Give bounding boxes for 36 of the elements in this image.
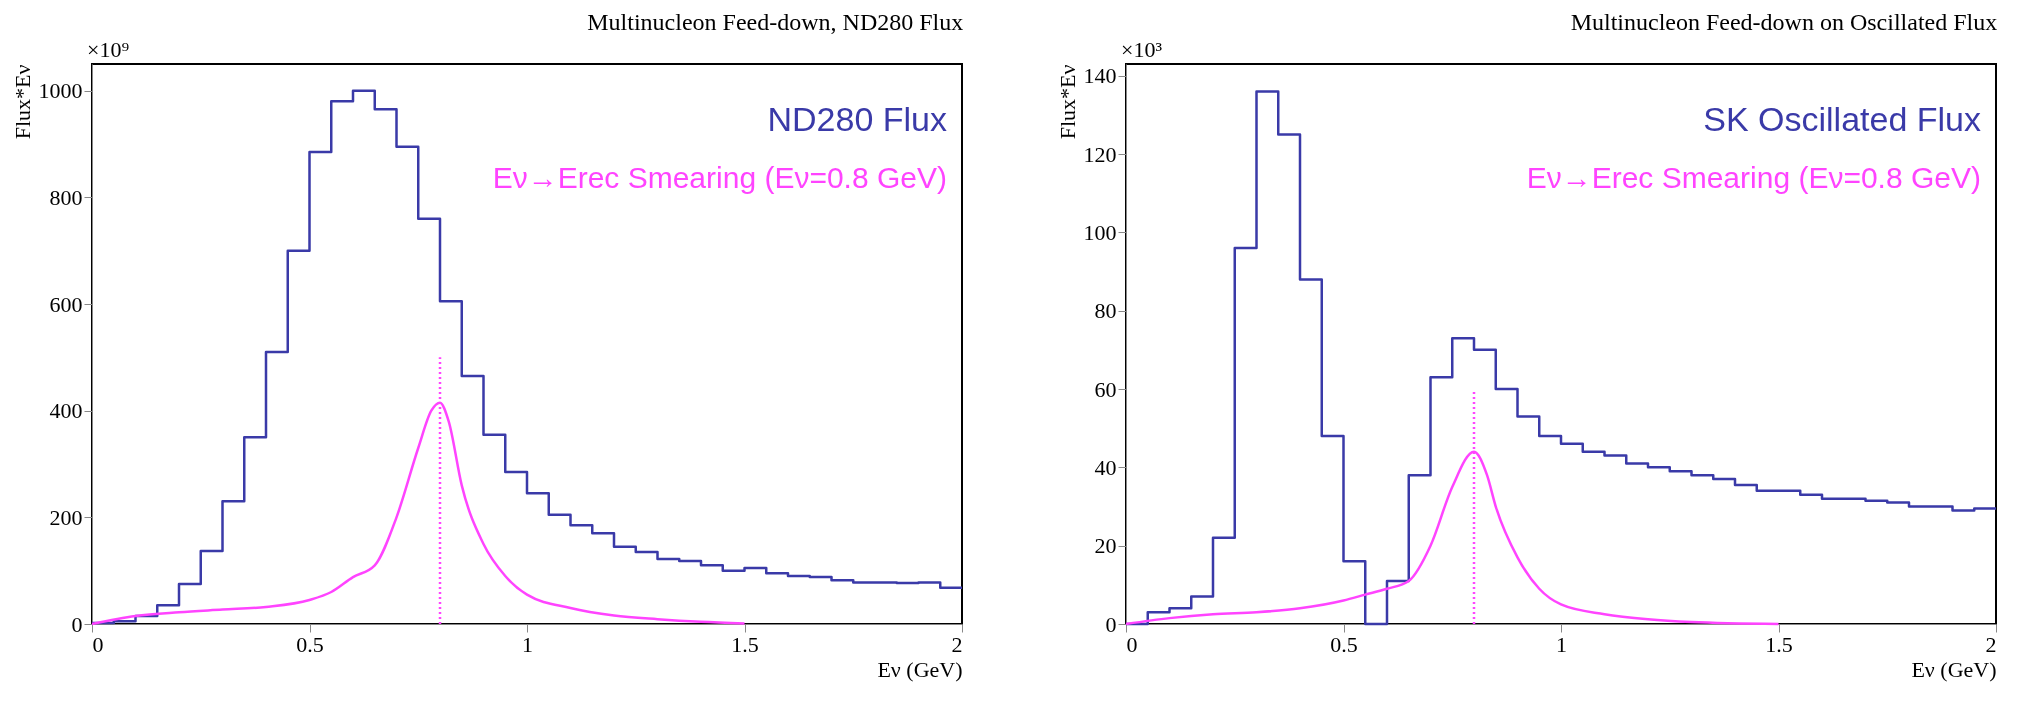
y-tick-label: 400 [49,398,83,424]
y-tick-label: 80 [1094,298,1117,324]
text: Eν→Erec Smearing (Eν=0.8 GeV) [492,161,947,194]
y-tick-label: 100 [1083,219,1117,245]
chart-title: Multinucleon Feed-down, ND280 Flux [587,9,964,35]
x-tick-label: 0 [1126,631,1138,657]
text: ND280 Flux [767,100,947,138]
y-tick-label: 140 [1083,63,1117,89]
y-tick-label: 600 [49,291,83,317]
x-tick-label: 1.5 [731,631,759,657]
y-tick-label: 40 [1094,454,1117,480]
text: SK Oscillated Flux [1703,100,1981,138]
x-tick-label: 2 [951,631,963,657]
y-tick-label: 0 [1105,611,1117,637]
x-axis-title: Eν (GeV) [1911,656,1997,682]
x-tick-label: 1 [522,631,533,657]
y-tick-label: 60 [1094,376,1117,402]
text: Eν→Erec Smearing (Eν=0.8 GeV) [1526,161,1981,194]
y-tick-label: 20 [1094,533,1117,559]
x-tick-label: 1 [1556,631,1567,657]
x-tick-label: 2 [1985,631,1997,657]
x-axis-title: Eν (GeV) [877,656,963,682]
x-tick-label: 0.5 [1330,631,1358,657]
x-tick-label: 1.5 [1765,631,1793,657]
y-tick-label: 120 [1083,141,1117,167]
chart-title: Multinucleon Feed-down on Oscillated Flux [1570,9,1998,35]
y-tick-label: 1000 [38,78,83,104]
y-axis-title: Flux*Eν [9,64,35,140]
y-axis-title: Flux*Eν [1054,64,1080,140]
x-tick-label: 0 [92,631,104,657]
text: ×10⁹ [87,37,130,62]
text: ×10³ [1121,37,1163,62]
y-tick-label: 0 [71,611,83,637]
x-tick-label: 0.5 [296,631,324,657]
y-tick-label: 200 [49,504,83,530]
y-tick-label: 800 [49,184,83,210]
